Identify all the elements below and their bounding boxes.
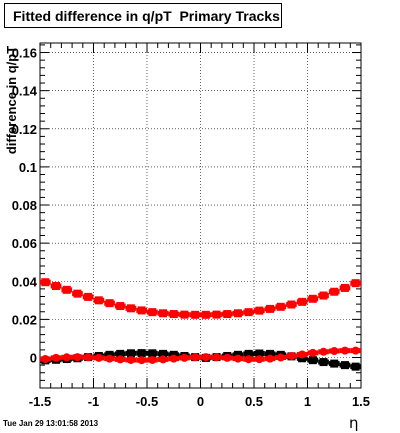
data-point-series-0 xyxy=(340,361,349,370)
data-point-series-0 xyxy=(244,349,253,358)
data-point-series-2 xyxy=(62,353,71,362)
data-point-series-2 xyxy=(266,354,275,363)
data-point-series-2 xyxy=(191,353,200,362)
data-point-series-1 xyxy=(319,291,328,300)
data-point-series-1 xyxy=(276,302,285,311)
data-point-series-1 xyxy=(94,296,103,305)
x-tick-label: -1 xyxy=(88,394,100,409)
data-point-series-2 xyxy=(340,346,349,355)
data-point-series-1 xyxy=(52,282,61,291)
data-point-series-0 xyxy=(266,349,275,358)
data-point-series-1 xyxy=(62,285,71,294)
data-point-series-2 xyxy=(94,353,103,362)
x-tick-label: 0 xyxy=(197,394,204,409)
data-point-series-1 xyxy=(73,289,82,298)
data-point-series-2 xyxy=(319,347,328,356)
data-point-series-1 xyxy=(148,308,157,317)
data-point-series-2 xyxy=(330,347,339,356)
y-tick-label: 0.16 xyxy=(12,46,37,61)
data-point-series-0 xyxy=(255,349,264,358)
data-point-series-0 xyxy=(308,356,317,365)
data-point-series-2 xyxy=(351,346,360,355)
data-point-series-1 xyxy=(266,304,275,313)
x-tick-label: -0.5 xyxy=(136,394,158,409)
chart-title: Fitted difference in q/pT Primary Tracks xyxy=(4,3,282,28)
data-point-series-2 xyxy=(255,355,264,364)
x-axis-label: η xyxy=(349,414,359,432)
y-tick-label: 0.04 xyxy=(12,274,38,289)
data-point-series-1 xyxy=(233,309,242,318)
data-point-series-0 xyxy=(148,349,157,358)
data-point-series-2 xyxy=(169,354,178,363)
timestamp: Tue Jan 29 13:01:58 2013 xyxy=(3,419,99,428)
data-point-series-1 xyxy=(287,300,296,309)
data-point-series-1 xyxy=(41,278,50,287)
data-point-series-1 xyxy=(298,297,307,306)
data-point-series-0 xyxy=(116,349,125,358)
data-point-series-1 xyxy=(223,310,232,319)
data-point-series-2 xyxy=(41,355,50,364)
data-point-series-2 xyxy=(244,355,253,364)
x-tick-label: 1 xyxy=(304,394,311,409)
x-tick-label: -1.5 xyxy=(29,394,51,409)
data-point-series-0 xyxy=(319,358,328,367)
y-tick-label: 0.08 xyxy=(12,198,37,213)
data-point-series-1 xyxy=(351,279,360,288)
data-point-series-2 xyxy=(212,353,221,362)
data-point-series-2 xyxy=(137,356,146,365)
data-point-series-2 xyxy=(287,351,296,360)
data-point-series-0 xyxy=(351,362,360,371)
data-point-series-0 xyxy=(126,349,135,358)
data-point-series-1 xyxy=(126,304,135,313)
data-point-series-1 xyxy=(255,306,264,315)
data-point-series-2 xyxy=(223,353,232,362)
data-point-series-2 xyxy=(308,348,317,357)
data-point-series-2 xyxy=(126,355,135,364)
data-point-series-2 xyxy=(180,353,189,362)
data-point-series-1 xyxy=(340,283,349,292)
y-tick-label: 0 xyxy=(30,351,37,366)
data-point-series-2 xyxy=(73,353,82,362)
data-point-series-2 xyxy=(233,354,242,363)
data-point-series-1 xyxy=(116,302,125,311)
data-point-series-1 xyxy=(105,299,114,308)
data-point-series-1 xyxy=(137,306,146,315)
data-point-series-1 xyxy=(159,309,168,318)
y-tick-label: 0.1 xyxy=(19,160,37,175)
data-point-series-0 xyxy=(330,359,339,368)
data-point-series-1 xyxy=(180,310,189,319)
data-point-series-1 xyxy=(84,292,93,301)
data-point-series-1 xyxy=(244,308,253,317)
data-point-series-2 xyxy=(276,353,285,362)
y-tick-label: 0.12 xyxy=(12,122,37,137)
data-point-series-1 xyxy=(308,294,317,303)
data-point-series-1 xyxy=(169,310,178,319)
data-point-series-2 xyxy=(116,355,125,364)
x-tick-label: 1.5 xyxy=(352,394,370,409)
data-point-series-1 xyxy=(330,287,339,296)
data-point-series-1 xyxy=(212,310,221,319)
data-point-series-2 xyxy=(148,355,157,364)
data-point-series-2 xyxy=(201,353,210,362)
y-tick-label: 0.06 xyxy=(12,236,37,251)
data-point-series-1 xyxy=(191,310,200,319)
y-tick-label: 0.14 xyxy=(12,84,38,99)
y-tick-label: 0.02 xyxy=(12,312,37,327)
data-point-series-2 xyxy=(52,353,61,362)
data-point-series-2 xyxy=(105,354,114,363)
data-point-series-2 xyxy=(84,353,93,362)
data-point-series-2 xyxy=(159,355,168,364)
data-point-series-2 xyxy=(298,350,307,359)
data-point-series-0 xyxy=(137,349,146,358)
x-tick-label: 0.5 xyxy=(245,394,263,409)
data-point-series-0 xyxy=(159,349,168,358)
data-point-series-1 xyxy=(201,310,210,319)
